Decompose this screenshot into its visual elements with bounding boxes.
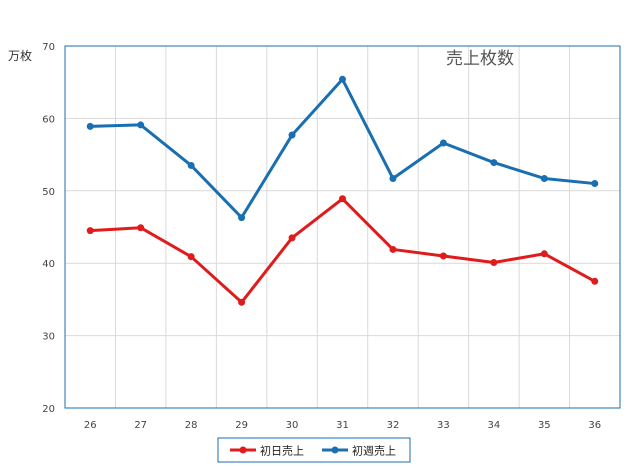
x-tick-label: 29 — [235, 420, 248, 431]
data-point — [591, 180, 599, 188]
data-point — [439, 252, 447, 260]
x-tick-label: 28 — [185, 420, 198, 431]
x-tick-label: 36 — [588, 420, 601, 431]
y-tick-label: 20 — [42, 404, 55, 415]
data-point — [439, 139, 447, 147]
data-point — [137, 121, 145, 129]
x-tick-label: 32 — [387, 420, 400, 431]
data-point — [288, 131, 296, 139]
y-tick-label: 60 — [42, 114, 55, 125]
data-point — [339, 75, 346, 83]
x-tick-label: 26 — [84, 420, 97, 431]
legend-label: 初日売上 — [260, 444, 304, 458]
data-point — [389, 245, 397, 253]
data-point — [540, 174, 548, 182]
data-point — [389, 174, 397, 182]
data-point — [591, 277, 599, 285]
x-tick-label: 34 — [487, 420, 500, 431]
axis-ticks: 20 30 40 50 60 70 26 27 28 29 30 31 32 33 34 35 36 — [42, 42, 601, 431]
data-point — [238, 298, 246, 306]
data-point — [339, 195, 346, 203]
data-point — [187, 161, 195, 169]
legend-swatch-marker — [239, 446, 247, 454]
data-point — [490, 159, 498, 167]
series-lines — [86, 75, 599, 306]
y-tick-label: 70 — [42, 42, 55, 53]
chart-title: 売上枚数 — [446, 49, 514, 69]
y-axis-unit-label: 万枚 — [8, 48, 32, 63]
x-tick-label: 30 — [286, 420, 299, 431]
plot-area-border — [64, 45, 621, 409]
legend-swatch-marker — [331, 446, 339, 454]
x-tick-label: 35 — [538, 420, 551, 431]
data-point — [540, 250, 548, 258]
legend-label: 初週売上 — [352, 444, 396, 458]
data-point — [288, 234, 296, 242]
legend: 初日売上 初週売上 — [217, 437, 411, 463]
x-tick-label: 33 — [437, 420, 450, 431]
data-point — [490, 258, 498, 266]
data-point — [86, 227, 94, 235]
x-tick-label: 27 — [134, 420, 147, 431]
data-point — [187, 253, 195, 261]
y-tick-label: 50 — [42, 187, 55, 198]
data-point — [238, 214, 246, 222]
grid-lines — [65, 46, 620, 408]
y-tick-label: 30 — [42, 332, 55, 343]
x-tick-label: 31 — [336, 420, 349, 431]
y-tick-label: 40 — [42, 259, 55, 270]
data-point — [137, 224, 145, 232]
data-point — [86, 122, 94, 130]
